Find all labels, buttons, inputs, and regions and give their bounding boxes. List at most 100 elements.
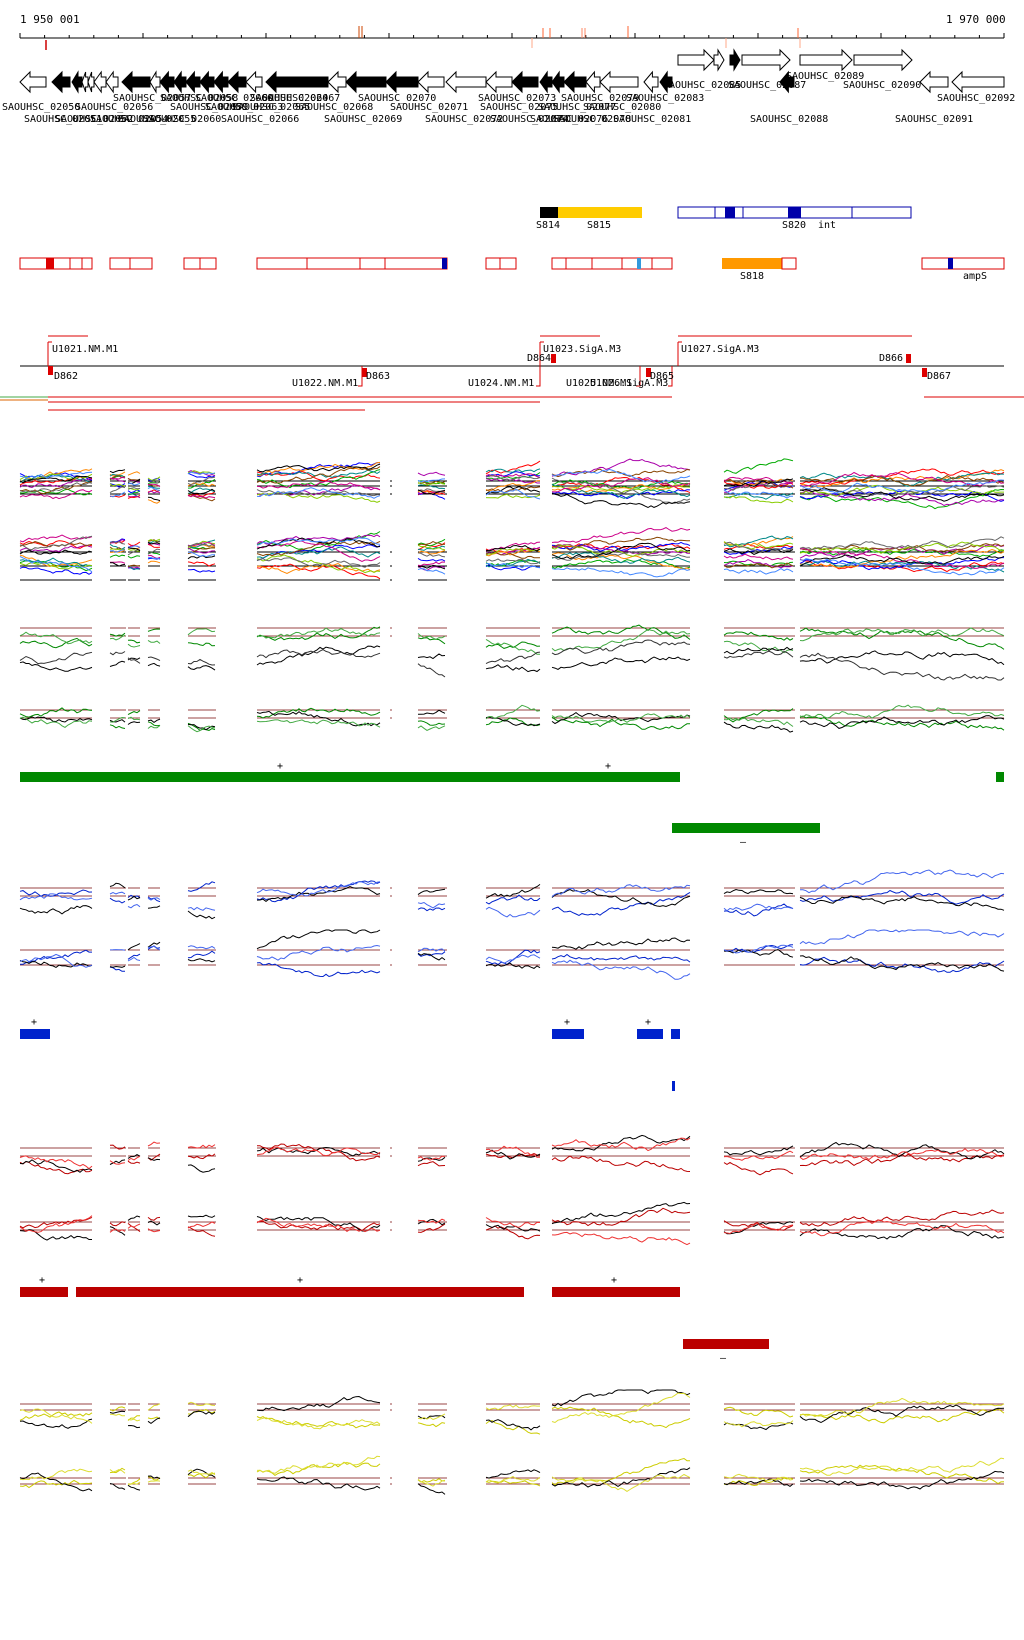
expression-series [417,1161,446,1167]
expression-series [417,564,446,570]
expression-series [723,536,794,546]
expression-series [723,903,794,912]
gene-label: SAOUHSC_02088 [750,114,828,125]
gene-arrow [485,70,513,94]
expression-series [147,539,161,543]
expression-series [147,538,161,542]
expression-series [799,548,1005,569]
expression-series [485,894,541,905]
expression-series [187,470,216,475]
expression-series [109,549,126,553]
expression-series [485,468,541,473]
expression-series [417,709,446,715]
gene-arrow [213,70,229,94]
expression-series [256,466,381,484]
expression-series [187,491,216,497]
expression-series [256,1395,381,1412]
gene-arrow [511,70,539,94]
expression-series [187,906,216,911]
expression-series [486,562,541,569]
expression-series [723,546,794,556]
gene-label: SAOUHSC_02083 [626,93,704,104]
expression-series [485,962,541,969]
expression-series [256,540,381,557]
expression-series [551,1134,691,1152]
promoter-label: U1026.SigA.M3 [590,378,668,389]
expression-series [19,1418,93,1429]
expression-series [256,707,381,719]
expression-series [187,950,216,959]
expression-series [799,560,1005,573]
promoter-label: U1027.SigA.M3 [681,344,759,355]
strand-sign: + [564,1017,570,1028]
expression-series [19,1228,92,1241]
expression-series [723,631,794,641]
promoter-label: U1023.SigA.M3 [543,344,621,355]
gene-arrow [445,70,487,94]
expression-series [417,561,446,567]
expression-series [417,947,446,953]
expression-series [19,1472,93,1492]
gene-arrow [585,70,601,94]
expression-series [109,897,126,904]
gene-labels-bottom: SAOUHSC_02051 SAOUHSC_02052 SAOUHSC_0205… [24,114,973,125]
segment-label: int [818,220,836,231]
expression-series [187,539,216,549]
expression-series [147,1417,161,1425]
expression-series [187,1410,216,1418]
expression-series [256,1217,381,1233]
expression-series [19,1155,93,1170]
gene-label: SAOUHSC_02075 [480,102,558,113]
blue-bar-plus [552,1029,584,1039]
expression-series [723,492,794,500]
green-bar-plus [20,772,680,782]
gene-arrow [659,70,673,94]
expression-series [147,941,161,948]
expression-series [551,953,691,963]
expression-series [109,469,126,474]
expression-series [723,1420,794,1428]
expression-series [19,716,93,723]
expression-series [187,542,216,547]
expression-series [256,487,381,499]
expression-series [147,905,161,909]
expression-series [551,492,691,509]
expression-series [799,554,1005,567]
gene-label: SAOUHSC_02074 [490,114,568,125]
gene-arrow [93,70,107,94]
expression-series [147,480,161,484]
expression-series [19,540,93,549]
expression-series [551,559,691,570]
gene-arrow [539,70,553,94]
expression-series [723,541,794,553]
expression-series [256,1146,381,1157]
segment-row-1: S814 S815 S820 int [536,206,912,231]
expression-series [799,488,1005,510]
expression-series [551,716,690,730]
expression-series [19,1216,93,1229]
terminator-label: D864 [527,353,551,364]
expression-series [256,537,381,546]
promoter-label: U1021.NM.M1 [52,344,118,355]
expression-series [723,489,793,499]
expression-series [723,1473,794,1482]
expression-series [799,544,1005,559]
expression-series [417,471,446,477]
expression-series [551,1389,691,1407]
gene-track: SAOUHSC_02050 SAOUHSC_02056 SAOUHSC_0205… [2,48,1015,125]
gene-label: SAOUHSC_02090 [843,80,921,91]
gene-label: SAOUHSC_02050 [2,102,80,113]
expression-series [187,547,215,554]
expression-series [256,492,381,503]
expression-series [800,869,1005,894]
expression-series [485,638,541,655]
expression-series [19,637,93,649]
gene-label: SAOUHSC_02064 [250,93,328,104]
expression-series [256,1417,381,1430]
expression-series [799,548,1005,569]
expression-series [551,1392,691,1424]
gene-arrow [417,70,445,94]
expression-series [127,943,141,951]
expression-series [19,482,93,493]
expression-series [417,568,446,575]
